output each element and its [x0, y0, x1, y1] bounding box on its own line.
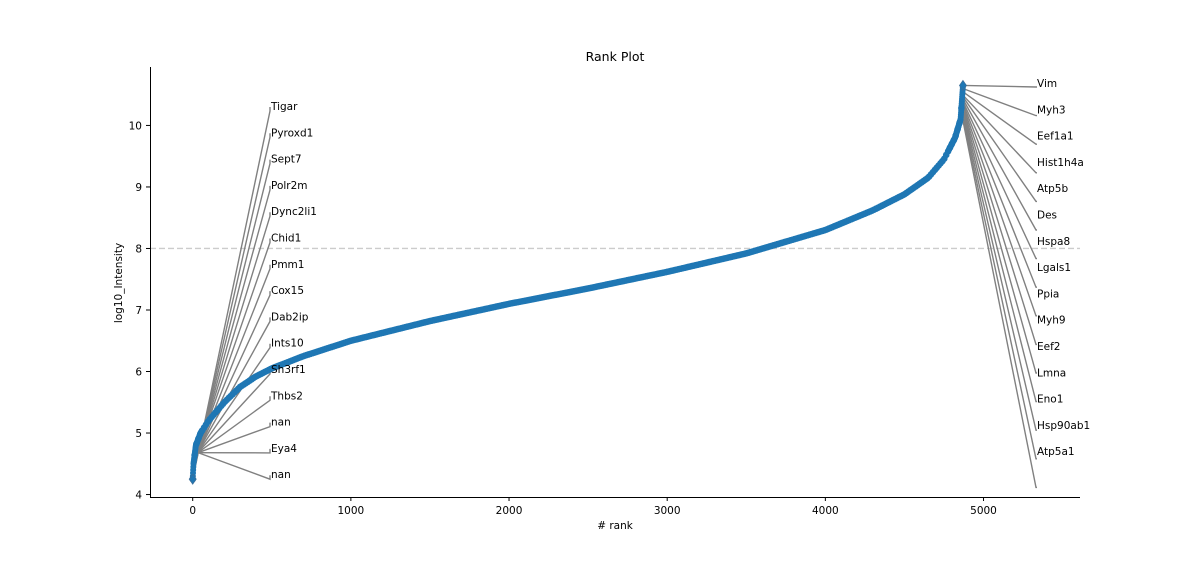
leader-line	[193, 264, 271, 463]
gene-label-left: Dync2li1	[271, 206, 317, 218]
leader-line	[961, 97, 1037, 231]
x-ticks: 0 1000 2000 3000 4000 5000	[189, 497, 997, 517]
x-tick-label: 0	[189, 505, 196, 517]
leader-line	[960, 105, 1037, 403]
gene-label-left: Sept7	[271, 154, 302, 166]
y-tick-label: 6	[135, 367, 142, 379]
gene-label-right: Ppia	[1037, 288, 1059, 300]
x-tick-label: 2000	[496, 505, 523, 517]
leader-line	[960, 104, 1037, 374]
gene-label-right: Vim	[1037, 78, 1057, 90]
leader-lines	[192, 84, 1037, 489]
leader-line	[962, 87, 1037, 117]
y-axis-label: log10_Intensity	[113, 243, 125, 323]
leader-line	[961, 95, 1037, 203]
y-tick-label: 7	[135, 305, 142, 317]
gene-label-right: Eef1a1	[1037, 131, 1074, 143]
gene-label-left: Chid1	[271, 233, 301, 245]
gene-label-left: Sh3rf1	[271, 364, 306, 376]
leader-line	[962, 84, 1037, 88]
leader-line	[192, 238, 271, 465]
y-ticks: 4 5 6 7 8 9 10	[129, 120, 150, 502]
leader-line	[192, 159, 271, 474]
gene-label-left: nan	[271, 469, 291, 481]
x-tick-label: 1000	[338, 505, 365, 517]
leader-line	[960, 109, 1037, 489]
gene-label-right: Des	[1037, 210, 1057, 222]
gene-label-right: Eno1	[1037, 394, 1063, 406]
y-tick-label: 4	[135, 490, 142, 502]
leader-line	[961, 99, 1037, 260]
gene-label-left: Pmm1	[271, 259, 304, 271]
leader-line	[194, 422, 271, 455]
gene-label-left: Tigar	[270, 101, 298, 113]
y-tick-label: 9	[135, 182, 142, 194]
gene-label-right: Lgals1	[1037, 262, 1071, 274]
chart-title: Rank Plot	[586, 49, 645, 64]
leader-line	[194, 450, 271, 481]
leader-line	[192, 212, 271, 468]
leader-line	[192, 185, 271, 471]
data-point	[199, 427, 206, 434]
data-points	[188, 79, 967, 485]
gene-label-right: Atp5b	[1037, 183, 1068, 195]
x-tick-label: 3000	[654, 505, 681, 517]
gene-label-left: Thbs2	[270, 390, 303, 402]
leader-line	[194, 396, 271, 456]
leader-line	[960, 106, 1037, 431]
gene-label-left: Eya4	[271, 443, 297, 455]
x-tick-label: 4000	[812, 505, 839, 517]
gene-label-left: nan	[271, 417, 291, 429]
gene-label-right: Myh9	[1037, 315, 1066, 327]
y-tick-label: 5	[135, 428, 142, 440]
extreme-marker	[188, 473, 197, 485]
x-axis-label: # rank	[597, 520, 634, 532]
leader-line	[193, 370, 271, 457]
gene-label-right: Hist1h4a	[1037, 157, 1084, 169]
gene-labels: Tigar Pyroxd1 Sept7 Polr2m Dync2li1 Chid1 Pmm1…	[270, 78, 1090, 481]
gene-label-right: Lmna	[1037, 367, 1066, 379]
leader-line	[961, 101, 1037, 317]
leader-line	[960, 103, 1037, 346]
gene-label-left: Pyroxd1	[271, 127, 313, 139]
leader-line	[192, 133, 271, 477]
leader-line	[961, 94, 1037, 174]
leader-line	[962, 91, 1037, 145]
gene-label-right: Atp5a1	[1037, 446, 1075, 458]
y-tick-label: 8	[135, 243, 142, 255]
leader-line	[960, 108, 1037, 460]
gene-label-right: Hsp90ab1	[1037, 420, 1090, 432]
axes	[150, 67, 1080, 498]
gene-label-right: Myh3	[1037, 104, 1066, 116]
gene-label-left: Ints10	[271, 338, 304, 350]
leader-line	[194, 448, 271, 454]
gene-label-right: Hspa8	[1037, 236, 1070, 248]
x-tick-label: 5000	[970, 505, 997, 517]
gene-label-left: Polr2m	[271, 180, 308, 192]
extreme-marker	[958, 79, 967, 92]
gene-label-left: Cox15	[271, 285, 304, 297]
y-tick-label: 10	[129, 120, 142, 132]
leader-line	[192, 107, 271, 480]
gene-label-left: Dab2ip	[271, 311, 309, 323]
gene-label-right: Eef2	[1037, 341, 1060, 353]
leader-line	[961, 100, 1037, 288]
leader-line	[193, 343, 271, 459]
